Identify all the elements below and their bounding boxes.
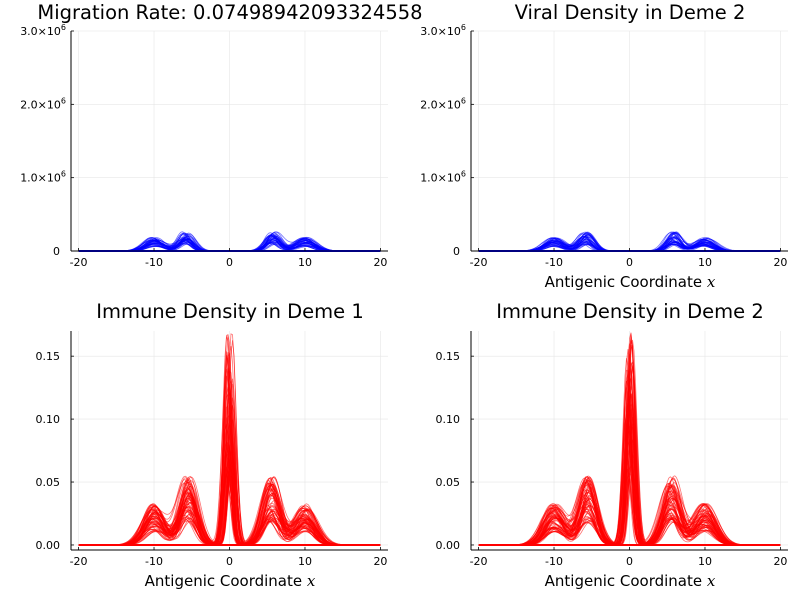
x-tick-labels: -20 -10 0 10 20 (70, 256, 388, 269)
x-axis-label: Antigenic Coordinate x (145, 572, 316, 590)
y-tick-base: 0.00 (436, 539, 461, 552)
y-tick-label: 2.0×106 (420, 96, 466, 111)
y-tick-label: 0.00 (36, 539, 61, 552)
x-tick-label: -20 (70, 256, 88, 269)
y-tick-label: 2.0×106 (20, 96, 66, 111)
x-tick-labels: -20 -10 0 10 20 (470, 256, 788, 269)
x-tick-label: 20 (773, 256, 787, 269)
y-tick-labels: 0.00 0.05 0.10 0.15 (36, 350, 61, 552)
y-tick-exponent: 6 (61, 23, 66, 32)
panel-migration-rate: Migration Rate: 0.07498942093324558 -20-… (20, 1, 422, 269)
x-tick-label: 10 (698, 555, 712, 568)
density-curve (78, 405, 381, 546)
y-tick-exponent: 6 (461, 96, 466, 105)
y-tick-exponent: 6 (61, 96, 66, 105)
x-tick-label: 20 (773, 555, 787, 568)
y-tick-base: 0.05 (36, 476, 61, 489)
y-tick-base: 1.0×10 (420, 172, 461, 185)
x-tick-label: 0 (626, 256, 633, 269)
y-tick-base: 1.0×10 (20, 172, 61, 185)
x-tick-label: 20 (373, 555, 387, 568)
panel-immune-density-deme-2: Immune Density in Deme 2 -20 -10 0 10 20 0.0… (436, 300, 788, 590)
panel-title: Immune Density in Deme 1 (96, 300, 364, 323)
x-tick-label: 10 (298, 256, 312, 269)
y-tick-base: 2.0×10 (420, 98, 461, 111)
x-tick-label: -20 (470, 555, 488, 568)
y-tick-label: 3.0×106 (420, 23, 466, 38)
y-tick-base: 0.10 (36, 413, 61, 426)
x-tick-label: 0 (226, 555, 233, 568)
y-tick-exponent: 6 (461, 170, 466, 179)
y-tick-label: 3.0×106 (20, 23, 66, 38)
x-tick-label: -10 (145, 256, 163, 269)
y-tick-label: 0.05 (36, 476, 61, 489)
x-axis-label: Antigenic Coordinate x (545, 572, 716, 590)
y-tick-label: 0.00 (436, 539, 461, 552)
y-tick-exponent: 6 (461, 23, 466, 32)
y-tick-base: 3.0×10 (420, 25, 461, 38)
x-tick-label: -20 (70, 555, 88, 568)
y-tick-exponent: 6 (61, 170, 66, 179)
y-tick-labels: 0.00 0.05 0.10 0.15 (436, 350, 461, 552)
y-tick-base: 0 (53, 245, 60, 258)
y-tick-base: 0 (453, 245, 460, 258)
x-tick-label: -10 (145, 555, 163, 568)
x-tick-label: -10 (545, 555, 563, 568)
y-tick-label: 0 (453, 245, 460, 258)
x-axis-variable: x (707, 273, 716, 291)
x-tick-label: -20 (470, 256, 488, 269)
x-tick-label: 20 (373, 256, 387, 269)
x-axis-variable: x (707, 572, 716, 590)
y-tick-base: 3.0×10 (20, 25, 61, 38)
x-tick-label: 10 (698, 256, 712, 269)
x-axis-label-text: Antigenic Coordinate (145, 572, 303, 590)
panel-title: Viral Density in Deme 2 (515, 1, 746, 24)
y-tick-label: 0.10 (436, 413, 461, 426)
grid (71, 30, 388, 252)
y-tick-base: 2.0×10 (20, 98, 61, 111)
y-tick-label: 0.05 (436, 476, 461, 489)
axes (70, 331, 388, 551)
x-axis-label: Antigenic Coordinate x (545, 273, 716, 291)
x-tick-label: -10 (545, 256, 563, 269)
panel-immune-density-deme-1: Immune Density in Deme 1 -20 -10 0 10 20 0.0… (36, 300, 388, 590)
axes (470, 331, 788, 551)
y-tick-label: 0.10 (36, 413, 61, 426)
grid (471, 30, 788, 252)
y-tick-base: 0.15 (436, 350, 461, 363)
x-tick-labels: -20 -10 0 10 20 (70, 555, 388, 568)
axes (470, 30, 788, 252)
curve-bundle (478, 332, 781, 546)
y-tick-base: 0.10 (436, 413, 461, 426)
y-tick-base: 0.05 (436, 476, 461, 489)
x-tick-labels: -20 -10 0 10 20 (470, 555, 788, 568)
y-tick-base: 0.15 (36, 350, 61, 363)
x-tick-label: 10 (298, 555, 312, 568)
x-axis-label-text: Antigenic Coordinate (545, 273, 703, 291)
y-tick-label: 0.15 (36, 350, 61, 363)
panel-viral-density-deme-2: Viral Density in Deme 2 -20 -10 0 10 20 0 1.0… (420, 1, 788, 291)
x-axis-label-text: Antigenic Coordinate (545, 572, 703, 590)
x-axis-variable: x (307, 572, 316, 590)
y-tick-label: 1.0×106 (20, 170, 66, 185)
axes (70, 30, 388, 252)
y-tick-label: 0.15 (436, 350, 461, 363)
x-tick-label: 0 (226, 256, 233, 269)
y-tick-label: 0 (53, 245, 60, 258)
panel-title: Migration Rate: 0.07498942093324558 (37, 1, 422, 24)
x-tick-label: 0 (626, 555, 633, 568)
y-tick-label: 1.0×106 (420, 170, 466, 185)
y-tick-base: 0.00 (36, 539, 61, 552)
panel-title: Immune Density in Deme 2 (496, 300, 764, 323)
curve-bundle (78, 333, 381, 546)
